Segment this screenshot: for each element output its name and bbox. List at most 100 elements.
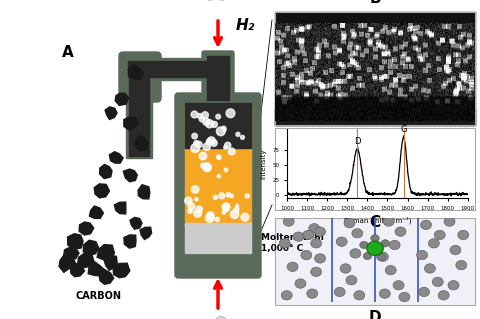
Polygon shape bbox=[135, 135, 148, 151]
Bar bbox=[275, 109, 475, 125]
Bar bbox=[185, 106, 251, 226]
Circle shape bbox=[207, 212, 214, 219]
Circle shape bbox=[234, 207, 239, 212]
Bar bbox=[126, 63, 152, 158]
Circle shape bbox=[195, 197, 198, 201]
Circle shape bbox=[222, 211, 226, 214]
Circle shape bbox=[223, 206, 229, 211]
Polygon shape bbox=[113, 263, 130, 278]
Circle shape bbox=[283, 217, 294, 226]
Circle shape bbox=[192, 133, 197, 139]
Polygon shape bbox=[99, 269, 114, 284]
Polygon shape bbox=[115, 93, 129, 105]
Circle shape bbox=[219, 193, 225, 199]
FancyBboxPatch shape bbox=[202, 51, 234, 105]
Circle shape bbox=[352, 229, 363, 238]
Circle shape bbox=[205, 120, 214, 128]
Circle shape bbox=[307, 289, 318, 298]
Circle shape bbox=[458, 230, 469, 240]
Circle shape bbox=[377, 252, 388, 262]
Circle shape bbox=[185, 197, 192, 204]
Circle shape bbox=[389, 240, 400, 250]
Circle shape bbox=[424, 264, 435, 273]
Circle shape bbox=[222, 203, 230, 211]
Circle shape bbox=[214, 316, 228, 319]
Circle shape bbox=[245, 194, 249, 198]
Bar bbox=[185, 223, 251, 253]
Circle shape bbox=[395, 227, 406, 236]
Polygon shape bbox=[88, 262, 105, 276]
Bar bbox=[207, 56, 229, 100]
Circle shape bbox=[199, 117, 204, 122]
Polygon shape bbox=[124, 235, 136, 248]
Text: A: A bbox=[62, 45, 74, 60]
Circle shape bbox=[444, 217, 455, 226]
Polygon shape bbox=[114, 202, 126, 214]
Circle shape bbox=[194, 141, 199, 146]
Circle shape bbox=[199, 152, 207, 160]
Circle shape bbox=[241, 213, 249, 221]
Circle shape bbox=[218, 156, 221, 160]
Circle shape bbox=[230, 194, 233, 197]
Bar bbox=[185, 103, 251, 148]
Circle shape bbox=[202, 112, 208, 118]
Polygon shape bbox=[68, 234, 83, 249]
Polygon shape bbox=[105, 107, 117, 120]
Circle shape bbox=[226, 193, 230, 197]
Polygon shape bbox=[124, 117, 138, 130]
Circle shape bbox=[295, 279, 306, 288]
Text: D: D bbox=[369, 310, 381, 319]
Polygon shape bbox=[83, 240, 99, 255]
Polygon shape bbox=[104, 255, 117, 270]
Text: C: C bbox=[370, 215, 381, 230]
Circle shape bbox=[217, 174, 220, 178]
Circle shape bbox=[191, 144, 200, 152]
Circle shape bbox=[203, 163, 211, 171]
Polygon shape bbox=[123, 169, 137, 182]
X-axis label: Raman Shift (cm⁻¹): Raman Shift (cm⁻¹) bbox=[344, 216, 411, 224]
Circle shape bbox=[226, 109, 235, 118]
Circle shape bbox=[194, 209, 202, 217]
Circle shape bbox=[381, 240, 389, 247]
Circle shape bbox=[336, 237, 347, 246]
Circle shape bbox=[215, 217, 219, 222]
Polygon shape bbox=[89, 206, 103, 219]
Polygon shape bbox=[64, 247, 79, 259]
Circle shape bbox=[314, 254, 325, 263]
Text: Mag: 5000x   Det: SE   HV: 10kV        10 μm: Mag: 5000x Det: SE HV: 10kV 10 μm bbox=[278, 115, 373, 119]
Circle shape bbox=[428, 239, 439, 248]
Circle shape bbox=[344, 219, 355, 228]
Circle shape bbox=[419, 287, 430, 297]
Circle shape bbox=[236, 204, 239, 207]
FancyBboxPatch shape bbox=[119, 52, 161, 102]
Circle shape bbox=[363, 252, 372, 260]
Circle shape bbox=[448, 280, 459, 290]
Circle shape bbox=[191, 111, 198, 118]
Circle shape bbox=[377, 253, 385, 261]
Text: Molten Ni-Bi
1,000° C: Molten Ni-Bi 1,000° C bbox=[261, 233, 324, 253]
Circle shape bbox=[240, 136, 244, 139]
Text: H₂: H₂ bbox=[236, 18, 255, 33]
Polygon shape bbox=[109, 152, 123, 163]
Circle shape bbox=[420, 220, 432, 230]
Circle shape bbox=[204, 165, 211, 172]
Circle shape bbox=[203, 143, 210, 151]
Circle shape bbox=[311, 239, 322, 248]
Circle shape bbox=[314, 227, 325, 236]
Circle shape bbox=[205, 213, 214, 222]
Circle shape bbox=[293, 232, 304, 241]
Polygon shape bbox=[78, 253, 94, 268]
Circle shape bbox=[340, 264, 351, 273]
Circle shape bbox=[196, 206, 202, 212]
Polygon shape bbox=[94, 184, 109, 198]
Text: G: G bbox=[400, 125, 407, 134]
Circle shape bbox=[456, 260, 467, 270]
Circle shape bbox=[211, 122, 217, 127]
Bar bbox=[275, 218, 475, 305]
Circle shape bbox=[399, 292, 410, 302]
Polygon shape bbox=[59, 255, 75, 272]
Circle shape bbox=[188, 209, 192, 213]
Circle shape bbox=[223, 128, 226, 131]
Y-axis label: Intensity: Intensity bbox=[261, 148, 267, 179]
Circle shape bbox=[346, 276, 357, 285]
